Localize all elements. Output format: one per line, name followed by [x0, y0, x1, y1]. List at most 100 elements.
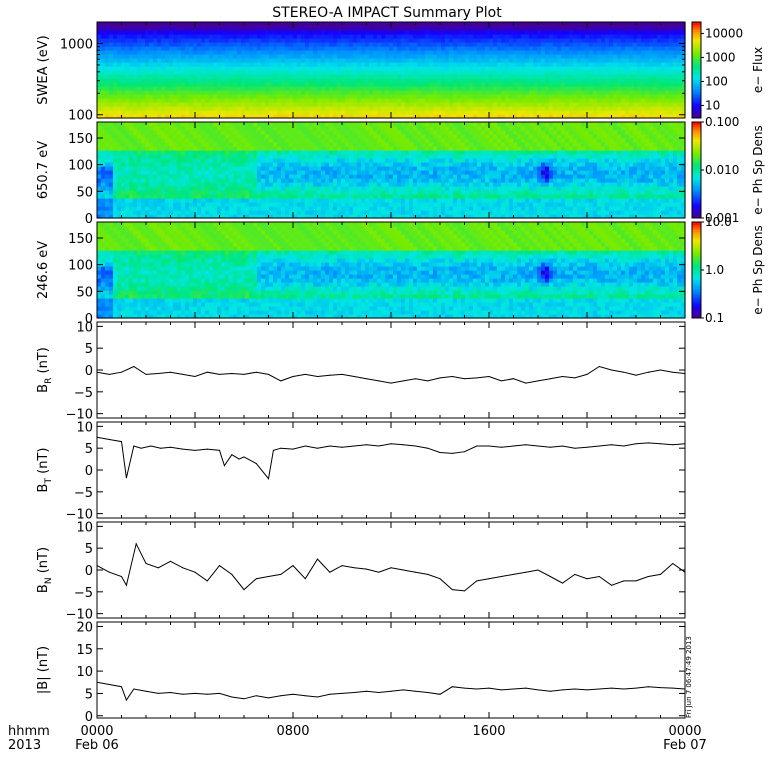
heatmap-cell: [557, 46, 562, 51]
heatmap-cell: [309, 62, 314, 67]
heatmap-cell: [353, 42, 358, 47]
heatmap-cell: [673, 54, 678, 59]
heatmap-cell: [345, 106, 350, 111]
heatmap-cell: [545, 50, 550, 55]
heatmap-cell: [129, 90, 134, 95]
heatmap-cell: [193, 54, 198, 59]
heatmap-cell: [157, 106, 162, 111]
heatmap-cell: [397, 78, 402, 83]
heatmap-cell: [405, 86, 410, 91]
heatmap-cell: [317, 166, 322, 171]
heatmap-cell: [277, 50, 282, 55]
heatmap-cell: [177, 82, 182, 87]
heatmap-cell: [161, 30, 166, 35]
heatmap-cell: [485, 62, 490, 67]
heatmap-cell: [309, 194, 314, 199]
heatmap-cell: [629, 82, 634, 87]
heatmap-cell: [421, 86, 426, 91]
heatmap-cell: [121, 54, 126, 59]
heatmap-cell: [181, 178, 186, 183]
heatmap-cell: [137, 178, 142, 183]
heatmap-cell: [237, 198, 242, 203]
heatmap-cell: [341, 110, 346, 115]
heatmap-cell: [261, 158, 266, 163]
heatmap-cell: [125, 126, 130, 131]
heatmap-cell: [237, 138, 242, 143]
heatmap-cell: [265, 122, 270, 127]
heatmap-cell: [145, 166, 150, 171]
heatmap-cell: [337, 66, 342, 71]
heatmap-cell: [513, 50, 518, 55]
heatmap-cell: [129, 94, 134, 99]
heatmap-cell: [529, 42, 534, 47]
heatmap-cell: [549, 70, 554, 75]
heatmap-cell: [197, 74, 202, 79]
heatmap-cell: [125, 46, 130, 51]
heatmap-cell: [201, 110, 206, 115]
heatmap-cell: [449, 110, 454, 115]
heatmap-cell: [149, 146, 154, 151]
heatmap-cell: [469, 38, 474, 43]
heatmap-cell: [561, 62, 566, 67]
heatmap-cell: [133, 162, 138, 167]
heatmap-cell: [509, 30, 514, 35]
heatmap-cell: [129, 138, 134, 143]
heatmap-cell: [601, 114, 606, 119]
heatmap-cell: [385, 58, 390, 63]
heatmap-cell: [301, 178, 306, 183]
heatmap-cell: [657, 90, 662, 95]
heatmap-cell: [149, 90, 154, 95]
heatmap-cell: [593, 50, 598, 55]
heatmap-cell: [601, 110, 606, 115]
heatmap-cell: [325, 186, 330, 191]
heatmap-cell: [281, 74, 286, 79]
heatmap-cell: [125, 194, 130, 199]
heatmap-cell: [373, 110, 378, 115]
heatmap-cell: [245, 194, 250, 199]
heatmap-cell: [669, 106, 674, 111]
heatmap-cell: [477, 62, 482, 67]
heatmap-cell: [373, 34, 378, 39]
heatmap-cell: [525, 70, 530, 75]
heatmap-cell: [561, 74, 566, 79]
heatmap-cell: [209, 98, 214, 103]
heatmap-cell: [221, 138, 226, 143]
heatmap-cell: [481, 70, 486, 75]
heatmap-cell: [189, 162, 194, 167]
heatmap-cell: [413, 86, 418, 91]
heatmap-cell: [169, 70, 174, 75]
heatmap-cell: [409, 62, 414, 67]
heatmap-cell: [309, 114, 314, 119]
heatmap-cell: [557, 34, 562, 39]
heatmap-cell: [525, 86, 530, 91]
heatmap-cell: [637, 82, 642, 87]
heatmap-cell: [221, 198, 226, 203]
heatmap-cell: [589, 58, 594, 63]
heatmap-cell: [105, 30, 110, 35]
heatmap-cell: [301, 86, 306, 91]
heatmap-cell: [613, 62, 618, 67]
heatmap-cell: [253, 34, 258, 39]
heatmap-cell: [497, 58, 502, 63]
heatmap-cell: [105, 70, 110, 75]
heatmap-cell: [601, 82, 606, 87]
heatmap-cell: [285, 66, 290, 71]
heatmap-cell: [185, 210, 190, 215]
heatmap-cell: [97, 182, 102, 187]
heatmap-cell: [577, 66, 582, 71]
heatmap-cell: [241, 66, 246, 71]
heatmap-cell: [289, 86, 294, 91]
heatmap-cell: [593, 74, 598, 79]
heatmap-cell: [477, 90, 482, 95]
heatmap-cell: [609, 86, 614, 91]
heatmap-cell: [529, 94, 534, 99]
heatmap-cell: [101, 78, 106, 83]
heatmap-cell: [233, 170, 238, 175]
heatmap-cell: [461, 26, 466, 31]
heatmap-cell: [149, 154, 154, 159]
heatmap-cell: [141, 174, 146, 179]
heatmap-cell: [357, 94, 362, 99]
heatmap-cell: [321, 54, 326, 59]
heatmap-cell: [457, 78, 462, 83]
heatmap-cell: [117, 126, 122, 131]
